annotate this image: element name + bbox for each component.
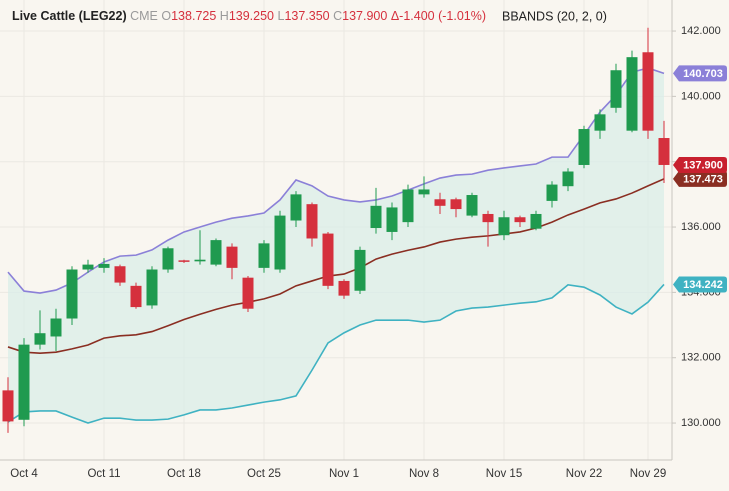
candle-body: [354, 249, 366, 291]
indicator-label: BBANDS (20, 2, 0): [502, 9, 607, 23]
band-line: [7, 178, 665, 354]
x-tick-label: Oct 11: [87, 468, 120, 480]
ohlc-value: 137.900: [342, 9, 387, 23]
x-tick-label: Nov 22: [566, 468, 602, 480]
y-tick-label: 142.000: [681, 25, 721, 37]
candle-body: [450, 199, 462, 210]
price-tag-bg: [673, 65, 727, 82]
price-tag-bg: [673, 156, 727, 173]
x-tick-label: Nov 29: [630, 468, 666, 480]
candle-body: [514, 217, 526, 223]
candle-body: [258, 243, 270, 268]
candle-body: [130, 285, 142, 308]
band-line: [7, 283, 665, 424]
price-tag: 134.242: [683, 279, 723, 291]
x-tick-label: Nov 15: [486, 468, 522, 480]
candle-body: [578, 129, 590, 165]
candle-body: [162, 248, 174, 270]
x-tick-label: Oct 4: [10, 468, 38, 480]
candle-body: [194, 259, 206, 262]
x-tick-label: Oct 18: [167, 468, 201, 480]
header: Live Cattle (LEG22) CME O138.725 H139.25…: [12, 9, 486, 23]
candle-body: [482, 213, 494, 223]
candle-body: [290, 194, 302, 221]
ohlc-label: L: [277, 9, 284, 23]
x-tick-label: Nov 1: [329, 468, 359, 480]
candle-body: [210, 240, 222, 265]
candle-body: [386, 207, 398, 232]
ohlc-label: C: [333, 9, 342, 23]
candle-body: [2, 390, 14, 422]
y-tick-label: 130.000: [681, 417, 721, 429]
candle-body: [82, 264, 94, 270]
y-tick-label: 132.000: [681, 352, 721, 364]
candle-body: [146, 269, 158, 306]
price-tag: 137.473: [683, 173, 723, 185]
ohlc-label: H: [220, 9, 229, 23]
candle-body: [658, 138, 670, 165]
band-fill: [8, 67, 664, 424]
candle-body: [226, 246, 238, 268]
x-tick-label: Nov 8: [409, 468, 439, 480]
y-tick-label: 140.000: [681, 90, 721, 102]
ohlc-value: 138.725: [171, 9, 216, 23]
price-tag-bg: [673, 276, 727, 293]
candle-body: [98, 263, 110, 268]
exchange: CME: [130, 9, 158, 23]
candle-body: [338, 280, 350, 296]
y-tick-label: 136.000: [681, 221, 721, 233]
candle-body: [178, 260, 190, 262]
x-tick-label: Oct 25: [247, 468, 281, 480]
band-line: [7, 67, 665, 294]
axes: 130.000132.000134.000136.000138.000140.0…: [10, 25, 727, 480]
candle-body: [642, 52, 654, 131]
candle-body: [546, 184, 558, 201]
ohlc-value: 139.250: [229, 9, 274, 23]
candle-body: [50, 318, 62, 337]
candle-body: [434, 199, 446, 206]
candle-body: [322, 233, 334, 286]
candle-body: [466, 195, 478, 216]
candle-body: [306, 204, 318, 239]
candle-body: [418, 189, 430, 195]
candle-body: [370, 205, 382, 229]
ohlc-label: O: [161, 9, 171, 23]
candle-body: [66, 269, 78, 319]
candle-body: [594, 114, 606, 131]
candle-body: [562, 171, 574, 187]
candle-body: [114, 266, 126, 283]
candle-body: [610, 70, 622, 108]
candle-body: [402, 189, 414, 223]
candle-body: [626, 57, 638, 131]
chart-title: Live Cattle (LEG22): [12, 9, 127, 23]
price-tag-bg: [673, 170, 727, 187]
candle-body: [274, 215, 286, 270]
price-tag: 140.703: [683, 68, 723, 80]
candle-body: [242, 277, 254, 309]
candle-body: [18, 344, 30, 420]
candle-body: [530, 213, 542, 229]
candle-body: [34, 333, 46, 345]
ohlc-value: 137.350: [284, 9, 329, 23]
plot-area: [2, 27, 670, 433]
price-tag: 137.900: [683, 159, 723, 171]
candle-body: [498, 217, 510, 236]
change: Δ-1.400 (-1.01%): [391, 9, 486, 23]
